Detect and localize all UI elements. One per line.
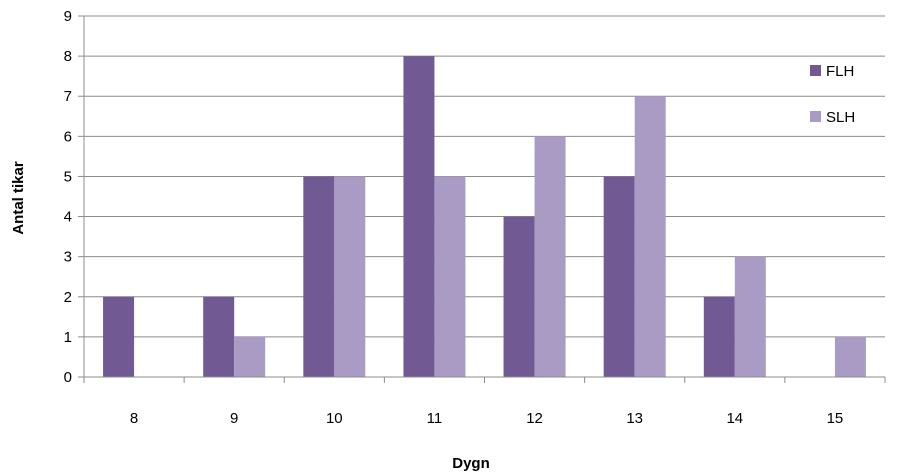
y-tick-label: 3 <box>64 249 72 266</box>
y-tick-label: 7 <box>64 88 72 105</box>
legend-label-flh: FLH <box>826 63 854 80</box>
x-tick-label: 13 <box>626 410 643 427</box>
y-tick-label: 0 <box>64 369 72 386</box>
legend-swatch-slh <box>810 111 821 122</box>
x-tick-label: 8 <box>130 410 138 427</box>
bar-slh-11 <box>434 176 466 377</box>
bar-slh-9 <box>234 336 266 377</box>
bar-flh-9 <box>203 296 235 377</box>
bar-slh-10 <box>334 176 366 377</box>
x-tick-label: 9 <box>230 410 238 427</box>
bar-slh-13 <box>634 96 666 377</box>
y-tick-label: 2 <box>64 289 72 306</box>
y-tick-label: 5 <box>64 168 72 185</box>
y-axis-title: Antal tikar <box>10 161 27 235</box>
x-tick-label: 15 <box>827 410 844 427</box>
bar-flh-11 <box>403 56 435 377</box>
bar-flh-8 <box>103 296 135 377</box>
bar-slh-14 <box>734 256 766 377</box>
bar-flh-14 <box>703 296 735 377</box>
bar-flh-12 <box>503 216 535 377</box>
legend: FLH SLH <box>810 63 855 126</box>
x-tick-label: 10 <box>326 410 343 427</box>
legend-label-slh: SLH <box>826 109 855 126</box>
x-axis-title: Dygn <box>452 455 490 472</box>
y-tick-labels: 0 1 2 3 4 5 6 7 8 9 <box>64 8 72 386</box>
x-tick-label: 12 <box>526 410 543 427</box>
bars <box>103 56 866 377</box>
x-tick-label: 14 <box>726 410 743 427</box>
x-tick-label: 11 <box>427 410 443 427</box>
bar-slh-12 <box>534 136 566 377</box>
y-tick-label: 4 <box>64 209 72 226</box>
y-tick-label: 9 <box>64 8 72 25</box>
y-tick-label: 6 <box>64 128 72 145</box>
bar-flh-10 <box>303 176 335 377</box>
x-tick-labels: 8 9 10 11 12 13 14 15 <box>130 410 843 427</box>
bar-slh-15 <box>834 336 866 377</box>
y-tick-label: 8 <box>64 48 72 65</box>
legend-swatch-flh <box>810 65 821 76</box>
y-tick-label: 1 <box>64 329 72 346</box>
bar-flh-13 <box>603 176 635 377</box>
axes <box>83 16 886 383</box>
